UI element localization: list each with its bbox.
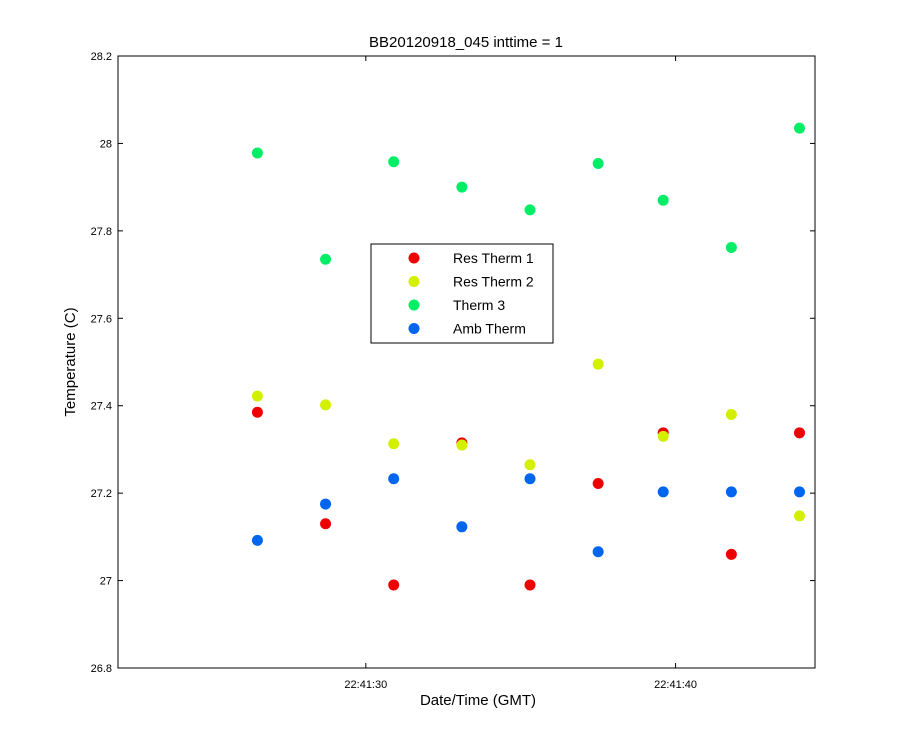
data-point [251,406,263,418]
legend-label: Therm 3 [453,297,505,313]
legend-entry: Therm 3 [408,297,505,313]
data-points [251,122,806,591]
data-point [320,399,332,411]
legend-label: Amb Therm [453,321,526,337]
data-point [456,439,468,451]
legend-marker [408,276,420,287]
y-tick-label: 27.8 [91,226,112,238]
y-tick-label: 28.2 [91,51,112,63]
y-tick-label: 27.4 [91,401,112,413]
data-point [725,241,737,253]
x-axis-ticks: 22:41:30 22:41:40 [344,56,697,691]
data-point [592,358,604,370]
data-point [794,122,806,134]
y-axis-label: Temperature (C) [62,307,79,416]
data-point [592,158,604,170]
data-point [388,438,400,450]
data-point [388,473,400,485]
data-point [251,390,263,402]
legend-label: Res Therm 1 [453,250,534,266]
data-point [251,147,263,159]
legend-entry: Res Therm 1 [408,250,534,266]
data-point [524,579,536,591]
data-point [592,478,604,490]
y-tick-label: 27 [100,576,112,588]
y-tick-label: 28 [100,138,112,150]
axes-frame [117,55,816,669]
data-point [456,181,468,193]
data-point [794,510,806,522]
legend-entry: Res Therm 2 [408,274,534,290]
x-tick-label: 22:41:30 [344,679,387,691]
data-point [320,498,332,510]
data-point [456,521,468,533]
y-axis-ticks: 26.8 27 27.2 27.4 27.6 27.8 28 28.2 [91,51,815,675]
data-point [524,473,536,485]
data-point [657,486,669,498]
legend-entry: Amb Therm [408,321,526,337]
legend-label: Res Therm 2 [453,274,534,290]
data-point [657,194,669,206]
legend-box [370,243,554,344]
data-point [524,204,536,216]
chart-title: BB20120918_045 inttime = 1 [369,34,563,51]
data-point [251,534,263,546]
legend-marker [408,252,420,264]
data-point [725,408,737,420]
legend-marker [408,299,420,311]
series-res-therm-2 [251,358,806,522]
data-point [794,427,806,439]
data-point [794,486,806,498]
data-point [320,253,332,265]
series-amb-therm [251,473,806,558]
data-point [388,579,400,591]
x-tick-label: 22:41:40 [654,679,697,691]
legend: Res Therm 1 Res Therm 2 Therm 3 Amb Therm [370,243,554,344]
y-tick-label: 26.8 [91,663,112,675]
legend-marker [408,323,420,334]
data-point [320,518,332,530]
plot-area [117,55,816,669]
y-tick-label: 27.2 [91,488,112,500]
x-axis-label: Date/Time (GMT) [420,692,536,709]
y-tick-label: 27.6 [91,313,112,325]
data-point [388,156,400,168]
data-point [592,546,604,558]
data-point [524,459,536,471]
series-therm-3 [251,122,806,265]
data-point [725,486,737,498]
data-point [725,548,737,560]
data-point [657,430,669,442]
